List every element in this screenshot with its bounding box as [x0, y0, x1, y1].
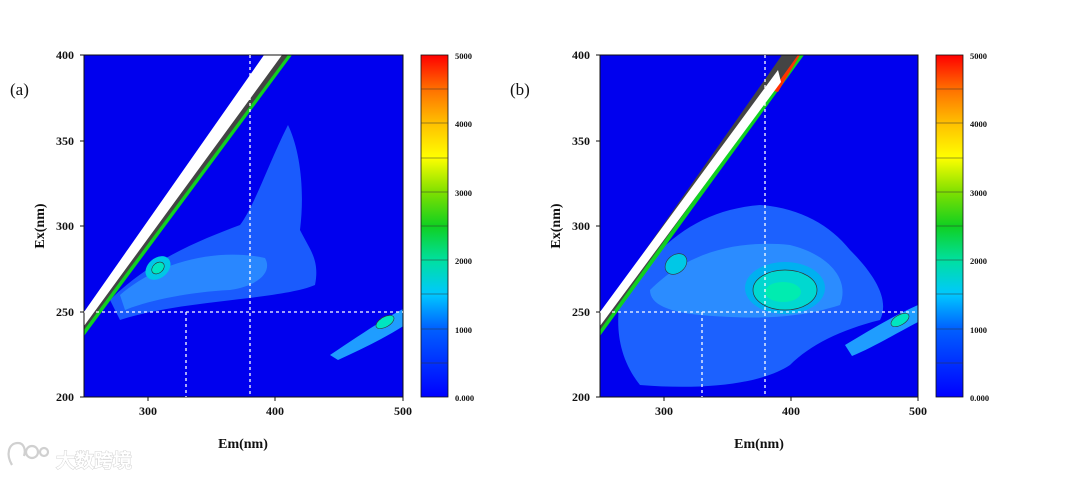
panel-a-cbtick-3000: 3000 — [455, 188, 472, 198]
panel-a-plot — [84, 55, 403, 397]
panel-a-ylabel: Ex(nm) — [33, 203, 48, 248]
panel-b-ytick-200: 200 — [572, 390, 590, 404]
panel-b-cbtick-3000: 3000 — [970, 188, 987, 198]
panel-b-plot — [600, 55, 918, 397]
watermark-logo-icon — [7, 441, 50, 466]
panel-b-cbtick-1000: 1000 — [970, 325, 987, 335]
panel-b-xtick-300: 300 — [655, 404, 673, 418]
panel-a-peak-2-core — [375, 315, 395, 329]
panel-b-peak-3-core — [890, 313, 910, 327]
panel-b: (b) — [510, 48, 989, 452]
panel-a-xlabel: Em(nm) — [218, 437, 268, 452]
panel-a-xtick-500: 500 — [394, 404, 412, 418]
panel-b-peak-1-center — [765, 282, 801, 302]
panel-a-xtick-300: 300 — [139, 404, 157, 418]
panel-a-scatter-band — [84, 55, 292, 336]
panel-b-cbtick-4000: 4000 — [970, 119, 987, 129]
panel-a-ytick-250: 250 — [56, 305, 74, 319]
panel-b-xtick-500: 500 — [909, 404, 927, 418]
panel-b-ylabel: Ex(nm) — [549, 203, 564, 248]
panel-b-label: (b) — [510, 80, 530, 99]
panel-b-cbtick-5000: 5000 — [970, 51, 987, 61]
panel-a-scatter-band-inner — [84, 55, 288, 330]
panel-b-ytick-300: 300 — [572, 219, 590, 233]
panel-a: (a) — [10, 48, 474, 452]
panel-a-cbtick-1000: 1000 — [455, 325, 472, 335]
panel-b-reference-lines — [600, 55, 918, 397]
panel-b-ytick-250: 250 — [572, 305, 590, 319]
panel-a-label: (a) — [10, 80, 29, 99]
panel-a-xtick-400: 400 — [266, 404, 284, 418]
panel-b-colorbar: 5000 4000 3000 2000 1000 0.000 — [935, 51, 989, 403]
panel-a-ytick-300: 300 — [56, 219, 74, 233]
panel-a-ytick-400: 400 — [56, 48, 74, 62]
panel-a-colorbar: 5000 4000 3000 2000 1000 0.000 — [420, 51, 474, 403]
panel-b-cbtick-2000: 2000 — [970, 256, 987, 266]
panel-a-cbtick-4000: 4000 — [455, 119, 472, 129]
watermark-text: 大数跨境 — [56, 449, 132, 472]
panel-b-ytick-400: 400 — [572, 48, 590, 62]
panel-a-region-band — [120, 254, 268, 310]
panel-a-cbtick-0: 0.000 — [455, 393, 474, 403]
panel-b-scatter-band — [600, 55, 804, 336]
panel-a-ytick-200: 200 — [56, 390, 74, 404]
panel-a-scatter-band-core — [84, 55, 282, 326]
panel-b-ytick-350: 350 — [572, 134, 590, 148]
panel-b-xlabel: Em(nm) — [734, 437, 784, 452]
panel-a-cbtick-5000: 5000 — [455, 51, 472, 61]
panel-a-ytick-350: 350 — [56, 134, 74, 148]
panel-b-cbtick-0: 0.000 — [970, 393, 989, 403]
panel-b-xtick-400: 400 — [782, 404, 800, 418]
panel-a-reference-lines — [84, 55, 403, 397]
panel-a-cbtick-2000: 2000 — [455, 256, 472, 266]
panel-a-peak-1-core — [151, 261, 165, 275]
panel-b-scatter-band-core — [600, 70, 781, 326]
panel-b-peak-2 — [664, 253, 688, 275]
watermark: 大数跨境 — [7, 441, 132, 472]
